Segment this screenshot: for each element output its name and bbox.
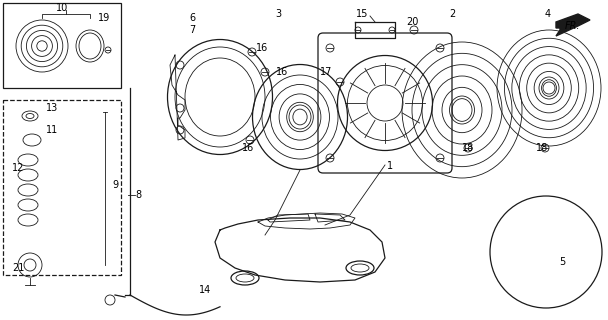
Text: 6: 6 <box>189 13 195 23</box>
Text: 13: 13 <box>46 103 58 113</box>
Text: 21: 21 <box>12 263 24 273</box>
Text: 12: 12 <box>12 163 24 173</box>
Bar <box>3 100 121 275</box>
Text: 7: 7 <box>189 25 195 35</box>
Text: 18: 18 <box>462 143 474 153</box>
Text: 17: 17 <box>320 67 332 77</box>
Bar <box>3 3 121 88</box>
Text: 1: 1 <box>387 161 393 171</box>
Text: 18: 18 <box>536 143 548 153</box>
Text: 10: 10 <box>56 3 68 13</box>
Text: 19: 19 <box>98 13 110 23</box>
Text: 16: 16 <box>242 143 254 153</box>
Text: 15: 15 <box>356 9 368 19</box>
Text: 4: 4 <box>545 9 551 19</box>
Text: 2: 2 <box>449 9 455 19</box>
Text: 8: 8 <box>135 190 141 200</box>
Text: FR.: FR. <box>564 21 580 31</box>
Text: 9: 9 <box>112 180 118 190</box>
Polygon shape <box>556 14 590 36</box>
Text: 3: 3 <box>275 9 281 19</box>
Text: 20: 20 <box>406 17 418 27</box>
Text: 11: 11 <box>46 125 58 135</box>
Text: 14: 14 <box>199 285 211 295</box>
Text: 5: 5 <box>559 257 565 267</box>
Text: 16: 16 <box>256 43 268 53</box>
Text: 16: 16 <box>276 67 288 77</box>
